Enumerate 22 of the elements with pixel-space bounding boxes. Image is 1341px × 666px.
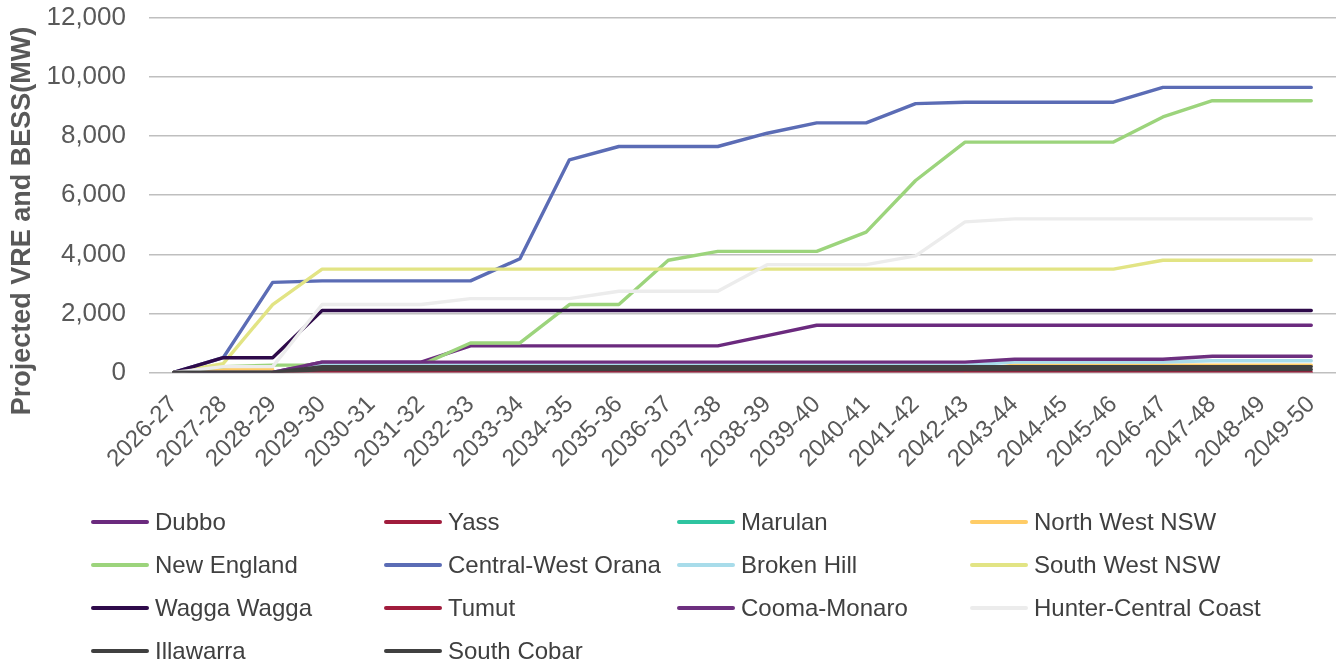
legend-label: South West NSW bbox=[1034, 551, 1221, 578]
legend-label: Dubbo bbox=[155, 508, 226, 535]
y-tick-label: 6,000 bbox=[60, 178, 126, 209]
legend-label: Cooma-Monaro bbox=[741, 594, 908, 621]
legend-label: Yass bbox=[448, 508, 500, 535]
legend-label: Marulan bbox=[741, 508, 828, 535]
y-tick-label: 0 bbox=[111, 355, 126, 386]
y-tick-label: 4,000 bbox=[60, 237, 126, 268]
legend-label: Hunter-Central Coast bbox=[1034, 594, 1261, 621]
legend-label: Central-West Orana bbox=[448, 551, 661, 578]
legend-label: South Cobar bbox=[448, 637, 583, 664]
y-tick-label: 2,000 bbox=[60, 296, 126, 327]
legend-label: Illawarra bbox=[155, 637, 246, 664]
y-axis-title: Projected VRE and BESS(MW) bbox=[6, 26, 37, 416]
legend-label: New England bbox=[155, 551, 298, 578]
y-tick-label: 10,000 bbox=[46, 60, 126, 91]
y-tick-label: 12,000 bbox=[46, 1, 126, 32]
y-tick-label: 8,000 bbox=[60, 119, 126, 150]
legend-label: Wagga Wagga bbox=[155, 594, 312, 621]
legend-label: North West NSW bbox=[1034, 508, 1217, 535]
legend-label: Broken Hill bbox=[741, 551, 858, 578]
legend-label: Tumut bbox=[448, 594, 516, 621]
